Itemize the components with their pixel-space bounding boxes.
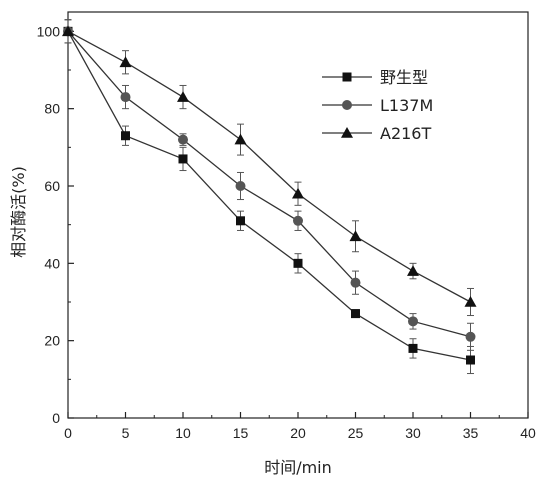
data-point: [293, 216, 303, 226]
legend-label: A216T: [380, 124, 431, 143]
series-2: [62, 20, 477, 316]
x-tick-label: 30: [405, 425, 421, 441]
y-tick-label: 80: [44, 101, 60, 117]
legend-label: L137M: [380, 96, 433, 115]
x-tick-label: 5: [122, 425, 130, 441]
x-axis-title: 时间/min: [264, 458, 332, 477]
x-tick-label: 25: [348, 425, 364, 441]
legend-label: 野生型: [380, 68, 428, 87]
data-point: [177, 91, 189, 102]
y-tick-label: 0: [52, 410, 60, 426]
data-point: [120, 56, 132, 67]
data-point: [409, 344, 418, 353]
data-point: [351, 278, 361, 288]
data-point: [179, 154, 188, 163]
data-point: [351, 309, 360, 318]
x-tick-label: 35: [463, 425, 479, 441]
data-point: [294, 259, 303, 268]
ticks: 0 5 10 15 20 25 30 35 40 0 20 40 60 80 100: [37, 23, 536, 441]
data-point: [178, 135, 188, 145]
legend-item: L137M: [322, 96, 433, 115]
x-tick-label: 15: [233, 425, 249, 441]
data-point: [235, 134, 247, 145]
data-point: [466, 356, 475, 365]
data-point: [236, 216, 245, 225]
data-point: [236, 181, 246, 191]
y-tick-label: 20: [44, 333, 60, 349]
y-axis-title: 相对酶活(%): [9, 166, 28, 258]
x-tick-label: 10: [175, 425, 191, 441]
legend-item: A216T: [322, 124, 431, 143]
legend-marker: [342, 100, 352, 110]
data-point: [466, 332, 476, 342]
y-tick-label: 100: [37, 23, 61, 39]
data-point: [407, 265, 419, 276]
legend: 野生型 L137M A216T: [322, 68, 433, 143]
legend-item: 野生型: [322, 68, 428, 87]
data-point: [350, 230, 362, 241]
data-point: [121, 131, 130, 140]
y-tick-label: 40: [44, 255, 60, 271]
x-tick-label: 0: [64, 425, 72, 441]
y-tick-label: 60: [44, 178, 60, 194]
data-point: [121, 92, 131, 102]
legend-marker: [343, 73, 352, 82]
data-point: [408, 316, 418, 326]
x-tick-label: 20: [290, 425, 306, 441]
data-point: [465, 296, 477, 307]
x-tick-label: 40: [520, 425, 536, 441]
